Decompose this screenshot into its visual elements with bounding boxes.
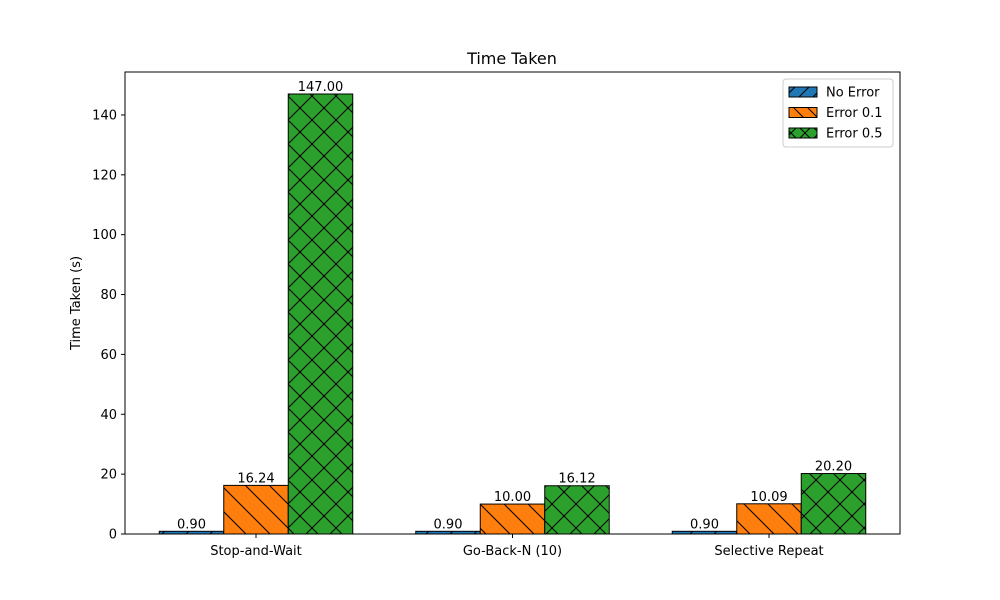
x-tick-label: Go-Back-N (10) xyxy=(463,544,562,559)
bar-value-label: 16.24 xyxy=(237,471,274,486)
bar-value-label: 16.12 xyxy=(558,472,595,487)
legend: No Error Error 0.1 Error 0.5 xyxy=(782,78,894,148)
bar-value-label: 147.00 xyxy=(298,80,344,95)
bar-value-label: 10.09 xyxy=(750,490,787,505)
bar-value-label: 0.90 xyxy=(434,517,463,532)
bar-hatch xyxy=(800,473,867,535)
bar-hatch xyxy=(736,503,802,535)
x-tick-label: Stop-and-Wait xyxy=(210,544,302,559)
bar-hatch xyxy=(287,93,354,535)
bar xyxy=(287,93,354,535)
legend-entry: No Error xyxy=(788,86,880,101)
y-axis-ticks: 0 20 40 60 80 100 120 140 xyxy=(92,108,125,543)
bar-value-label: 0.90 xyxy=(690,517,719,532)
bar-value-label: 10.00 xyxy=(494,490,531,505)
y-tick-label: 60 xyxy=(100,348,117,363)
bar xyxy=(544,485,610,535)
legend-label: No Error xyxy=(826,86,880,101)
legend-entry: Error 0.1 xyxy=(788,106,883,121)
legend-label: Error 0.5 xyxy=(826,127,883,142)
plot-area-frame xyxy=(124,71,901,535)
bar xyxy=(800,473,867,535)
y-axis-label: Time Taken (s) xyxy=(69,256,84,351)
legend-swatch-hatch xyxy=(788,127,818,139)
y-tick-label: 80 xyxy=(100,288,117,303)
bar xyxy=(223,484,289,535)
y-tick-label: 0 xyxy=(109,528,117,543)
y-tick-label: 140 xyxy=(92,108,117,123)
y-tick-label: 40 xyxy=(100,408,117,423)
bar-value-labels: 0.90 16.24 147.00 0.90 10.00 16.12 0.90 10.09 20… xyxy=(177,80,852,532)
x-axis-ticks: Stop-and-Wait Go-Back-N (10) Selective Rep… xyxy=(210,534,824,559)
bar xyxy=(479,503,546,535)
bar-value-label: 20.20 xyxy=(815,460,852,475)
bar-hatch xyxy=(479,503,546,535)
legend-entry: Error 0.5 xyxy=(788,127,883,142)
bars xyxy=(158,93,867,535)
y-tick-label: 100 xyxy=(92,228,117,243)
chart-title: Time Taken xyxy=(466,49,557,68)
legend-swatch-hatch xyxy=(788,107,818,118)
bar xyxy=(736,503,802,535)
legend-label: Error 0.1 xyxy=(826,106,883,121)
bar-hatch xyxy=(544,485,610,535)
y-tick-label: 20 xyxy=(100,468,117,483)
bar-hatch xyxy=(223,484,289,535)
bar-value-label: 0.90 xyxy=(177,517,206,532)
legend-swatch-hatch xyxy=(788,86,818,98)
x-tick-label: Selective Repeat xyxy=(714,544,823,559)
y-tick-label: 120 xyxy=(92,168,117,183)
